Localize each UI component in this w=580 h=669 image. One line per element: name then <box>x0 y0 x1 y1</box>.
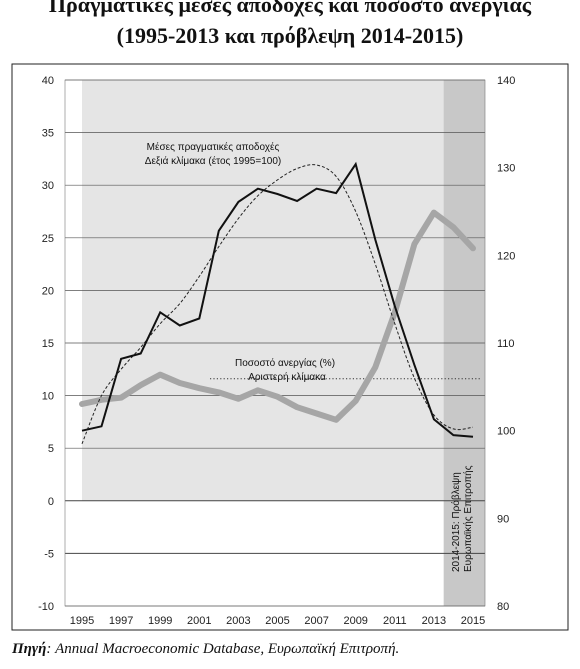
x-axis-tick-label: 2009 <box>343 615 367 627</box>
source-note: Πηγή: Annual Macroeconomic Database, Ευρ… <box>12 641 399 658</box>
wages-series-label-line1: Μέσες πραγματικές αποδοχές <box>147 141 280 153</box>
x-axis-tick-label: 2003 <box>226 615 250 627</box>
left-axis-tick-label: 25 <box>42 233 54 245</box>
unemployment-series-label-line2: Αριστερή κλίμακα <box>248 371 326 383</box>
x-axis-tick-label: 2011 <box>383 615 407 627</box>
left-axis-tick-label: -5 <box>44 548 54 560</box>
x-axis-tick-label: 2001 <box>187 615 211 627</box>
x-axis-tick-label: 2005 <box>265 615 289 627</box>
x-axis-tick-label: 2013 <box>422 615 446 627</box>
chart-title-line1: Πραγματικές μέσες αποδοχές και ποσοστό α… <box>48 0 532 17</box>
right-axis-tick-label: 90 <box>497 513 509 525</box>
x-axis-tick-label: 1997 <box>109 615 133 627</box>
forecast-label-line2: Ευρωπαϊκής Επιτροπής <box>462 465 474 572</box>
right-axis-tick-label: 140 <box>497 75 515 87</box>
x-axis-tick-label: 2007 <box>304 615 328 627</box>
source-text: : Annual Macroeconomic Database, Ευρωπαϊ… <box>46 641 400 657</box>
left-axis-tick-label: 35 <box>42 128 54 140</box>
left-axis-tick-label: 15 <box>42 338 54 350</box>
right-axis-tick-label: 110 <box>497 338 515 350</box>
wages-trend-line <box>81 164 474 444</box>
source-label: Πηγή <box>12 641 47 657</box>
unemployment-line <box>79 209 476 423</box>
wages-line <box>81 161 474 438</box>
left-axis-tick-label: 40 <box>42 75 54 87</box>
right-axis-tick-label: 120 <box>497 250 515 262</box>
left-axis-tick-label: -10 <box>38 601 54 613</box>
plot-border <box>64 79 486 607</box>
right-axis-tick-label: 80 <box>497 601 509 613</box>
wages-series-label-line2: Δεξιά κλίμακα (έτος 1995=100) <box>145 155 281 167</box>
right-axis-tick-label: 130 <box>497 163 515 175</box>
x-axis-tick-label: 1999 <box>148 615 172 627</box>
x-axis-tick-label: 2015 <box>461 615 485 627</box>
chart-title-line2: (1995-2013 και πρόβλεψη 2014-2015) <box>116 23 464 48</box>
left-axis-tick-label: 20 <box>42 285 54 297</box>
left-axis-tick-label: 10 <box>42 391 54 403</box>
left-axis-tick-label: 0 <box>48 496 54 508</box>
x-axis-tick-label: 1995 <box>70 615 94 627</box>
right-axis-tick-label: 100 <box>497 426 515 438</box>
left-axis-tick-label: 30 <box>42 180 54 192</box>
unemployment-series-label-line1: Ποσοστό ανεργίας (%) <box>235 357 335 369</box>
left-axis-tick-label: 5 <box>48 443 54 455</box>
forecast-label-line1: 2014-2015: Πρόβλεψη <box>450 472 462 572</box>
